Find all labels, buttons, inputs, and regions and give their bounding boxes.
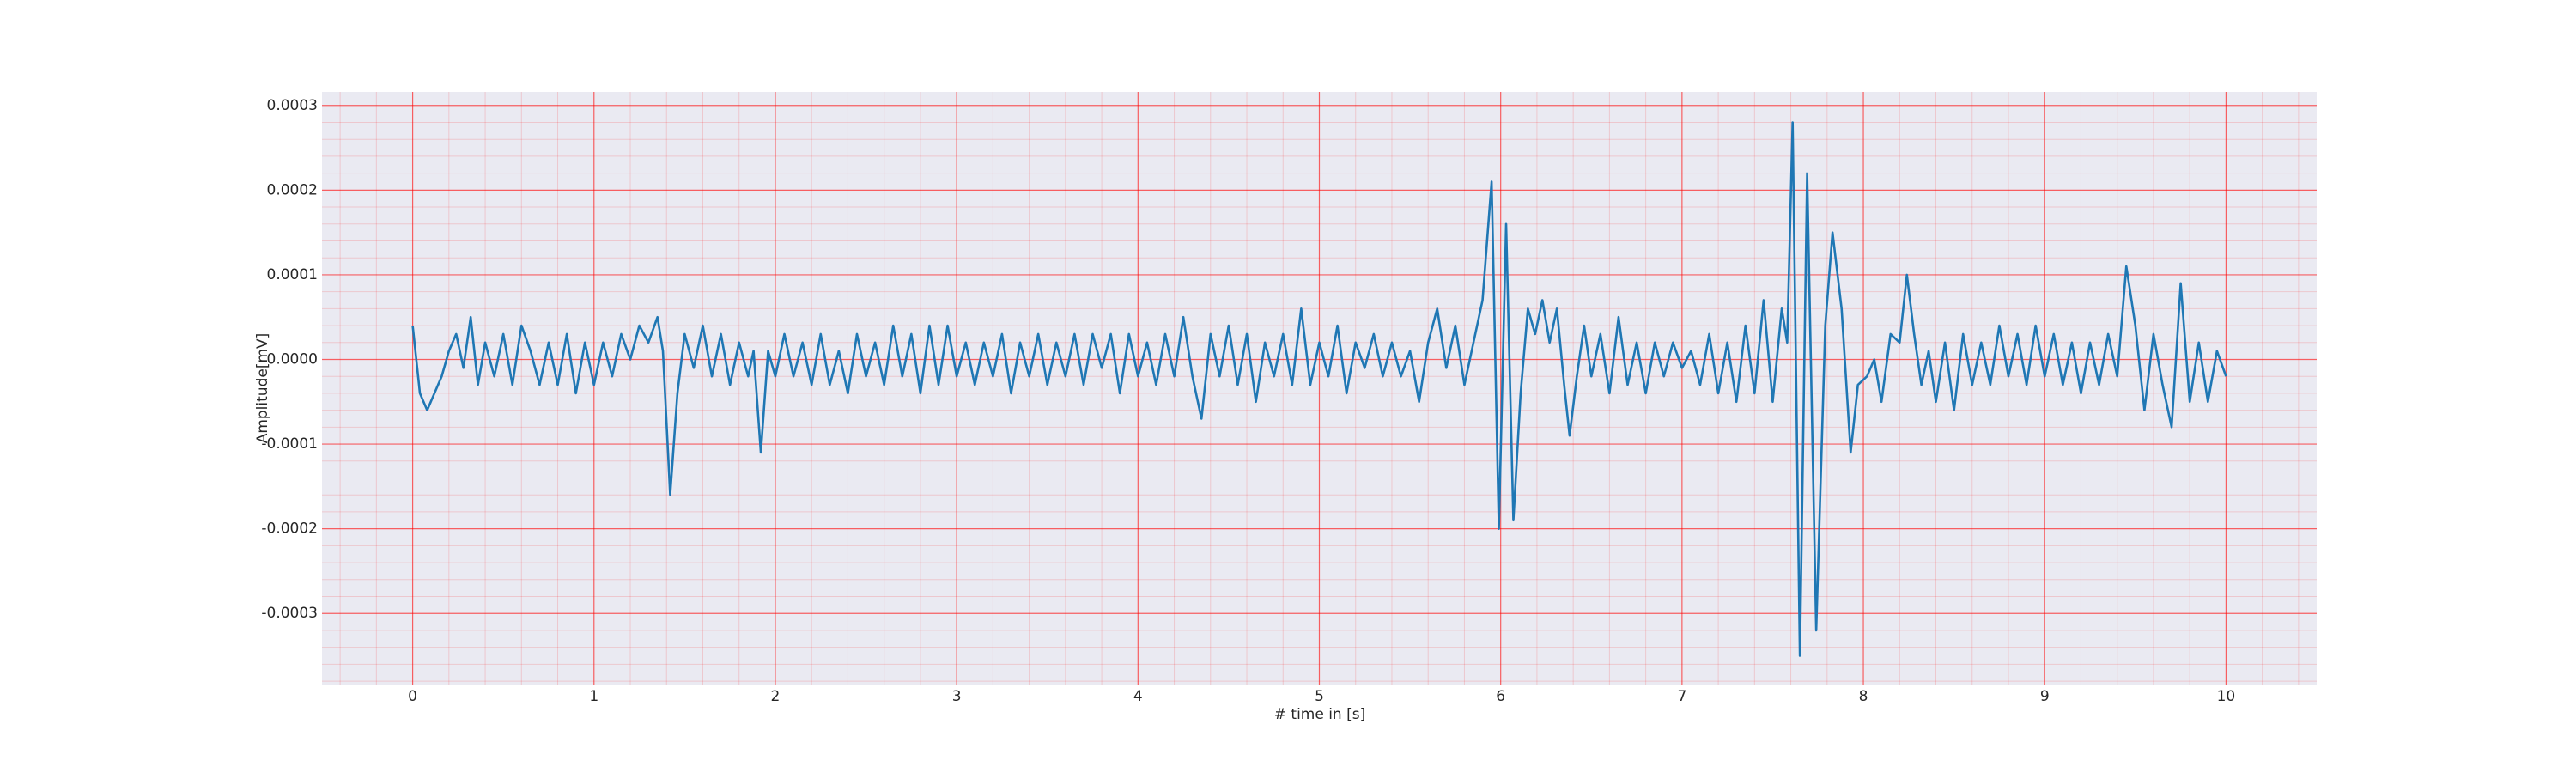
x-tick-label: 4 [1133, 688, 1143, 705]
y-tick-label: 0.0003 [267, 97, 318, 114]
y-tick-label: 0.0001 [267, 266, 318, 283]
y-tick-label: 0.0002 [267, 181, 318, 198]
y-tick-label: 0.0000 [267, 350, 318, 368]
x-tick-label: 7 [1677, 688, 1686, 705]
x-tick-label: 8 [1859, 688, 1868, 705]
y-tick-label: -0.0001 [261, 435, 318, 453]
x-tick-label: 10 [2217, 688, 2236, 705]
x-tick-label: 6 [1496, 688, 1505, 705]
x-axis-label: # time in [s] [1274, 706, 1365, 723]
y-tick-label: -0.0003 [261, 605, 318, 622]
signal-line [411, 121, 2227, 657]
y-tick-label: -0.0002 [261, 520, 318, 538]
x-tick-label: 3 [952, 688, 962, 705]
x-tick-label: 1 [589, 688, 598, 705]
x-tick-label: 5 [1315, 688, 1324, 705]
y-axis-label: Amplitude[mV] [254, 333, 271, 444]
x-tick-label: 9 [2040, 688, 2050, 705]
x-tick-label: 0 [408, 688, 417, 705]
x-tick-label: 2 [771, 688, 781, 705]
